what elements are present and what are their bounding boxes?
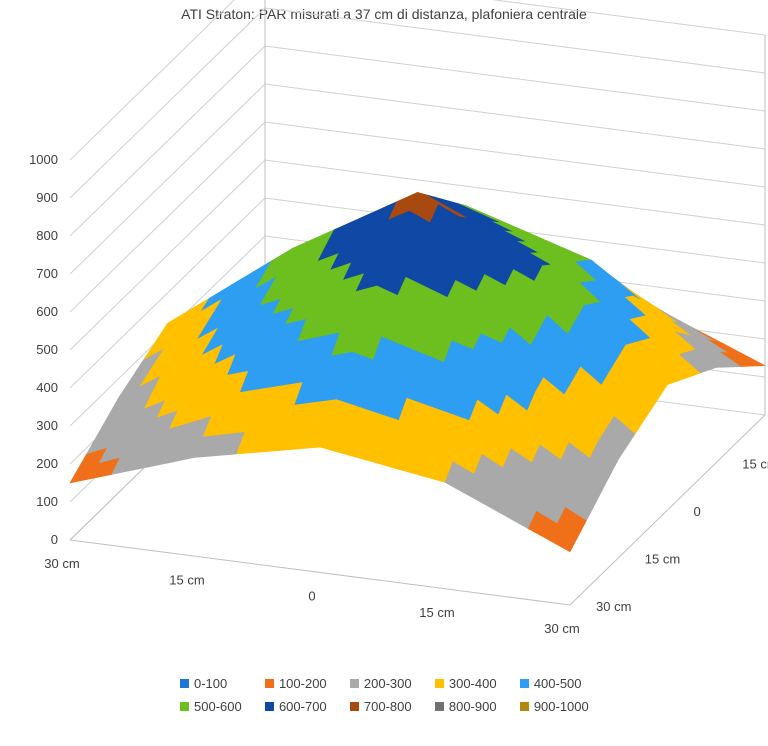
legend-swatch xyxy=(180,702,189,711)
surface-plot: 0 100 200 300 400 500 600 700 800 900 1000 30 cm 15… xyxy=(29,0,768,636)
legend-swatch xyxy=(264,679,274,688)
z-tick-label: 100 xyxy=(36,494,58,509)
legend-item: 900-1000 xyxy=(519,699,600,714)
legend-label: 700-800 xyxy=(363,699,412,714)
legend-swatch xyxy=(349,679,359,688)
legend-label: 500-600 xyxy=(194,699,242,714)
floor-axis xyxy=(69,539,571,606)
legend-swatch xyxy=(434,679,444,688)
x-tick-label: 30 cm xyxy=(44,556,79,571)
legend-label: 800-900 xyxy=(448,699,497,714)
legend-swatch xyxy=(180,679,189,688)
y-tick-label: 30 cm xyxy=(596,599,631,614)
y-tick-label: 15 cm xyxy=(645,552,680,567)
x-tick-label: 30 cm xyxy=(544,621,579,636)
x-tick-label: 15 cm xyxy=(169,572,204,587)
gridline xyxy=(69,7,766,199)
legend-item: 800-900 xyxy=(434,699,508,714)
y-tick-label: 15 cm xyxy=(742,457,768,472)
z-tick-label: 200 xyxy=(36,456,58,471)
legend-item: 500-600 xyxy=(180,699,253,714)
z-tick-label: 800 xyxy=(36,228,58,243)
z-tick-label: 700 xyxy=(36,266,58,281)
surface-facet xyxy=(548,523,579,553)
legend-item: 400-500 xyxy=(519,676,600,691)
legend-item: 700-800 xyxy=(349,699,423,714)
legend-swatch xyxy=(434,702,444,711)
legend-label: 300-400 xyxy=(448,676,497,691)
z-tick-label: 900 xyxy=(36,190,58,205)
x-tick-label: 0 xyxy=(308,589,315,604)
legend-label: 0-100 xyxy=(194,676,228,691)
floor-axis xyxy=(569,414,766,606)
surface-layer xyxy=(69,191,767,553)
z-tick-label: 400 xyxy=(36,380,58,395)
legend-item: 0-100 xyxy=(180,676,253,691)
legend-swatch xyxy=(519,702,529,711)
legend-item: 600-700 xyxy=(264,699,338,714)
x-tick-labels: 30 cm 15 cm 0 15 cm 30 cm xyxy=(44,556,579,636)
legend-label: 900-1000 xyxy=(533,699,589,714)
z-tick-label: 500 xyxy=(36,342,58,357)
z-tick-label: 600 xyxy=(36,304,58,319)
legend-label: 100-200 xyxy=(278,676,327,691)
legend-item: 200-300 xyxy=(349,676,423,691)
gridline xyxy=(69,0,766,161)
legend-item: 100-200 xyxy=(264,676,338,691)
x-tick-label: 15 cm xyxy=(419,605,454,620)
legend-label: 400-500 xyxy=(533,676,582,691)
legend-item: 300-400 xyxy=(434,676,508,691)
legend-swatch xyxy=(264,702,274,711)
z-tick-label: 300 xyxy=(36,418,58,433)
z-tick-label: 1000 xyxy=(29,152,58,167)
z-tick-label: 0 xyxy=(51,532,58,547)
legend-label: 600-700 xyxy=(278,699,327,714)
legend-swatch xyxy=(349,702,359,711)
legend-label: 200-300 xyxy=(363,676,412,691)
legend-swatch xyxy=(519,679,529,688)
y-tick-label: 0 xyxy=(694,504,701,519)
z-tick-labels: 0 100 200 300 400 500 600 700 800 900 1000 xyxy=(29,152,58,547)
legend: 0-100 100-200 200-300 300-400 400-500 500-600… xyxy=(180,676,600,714)
